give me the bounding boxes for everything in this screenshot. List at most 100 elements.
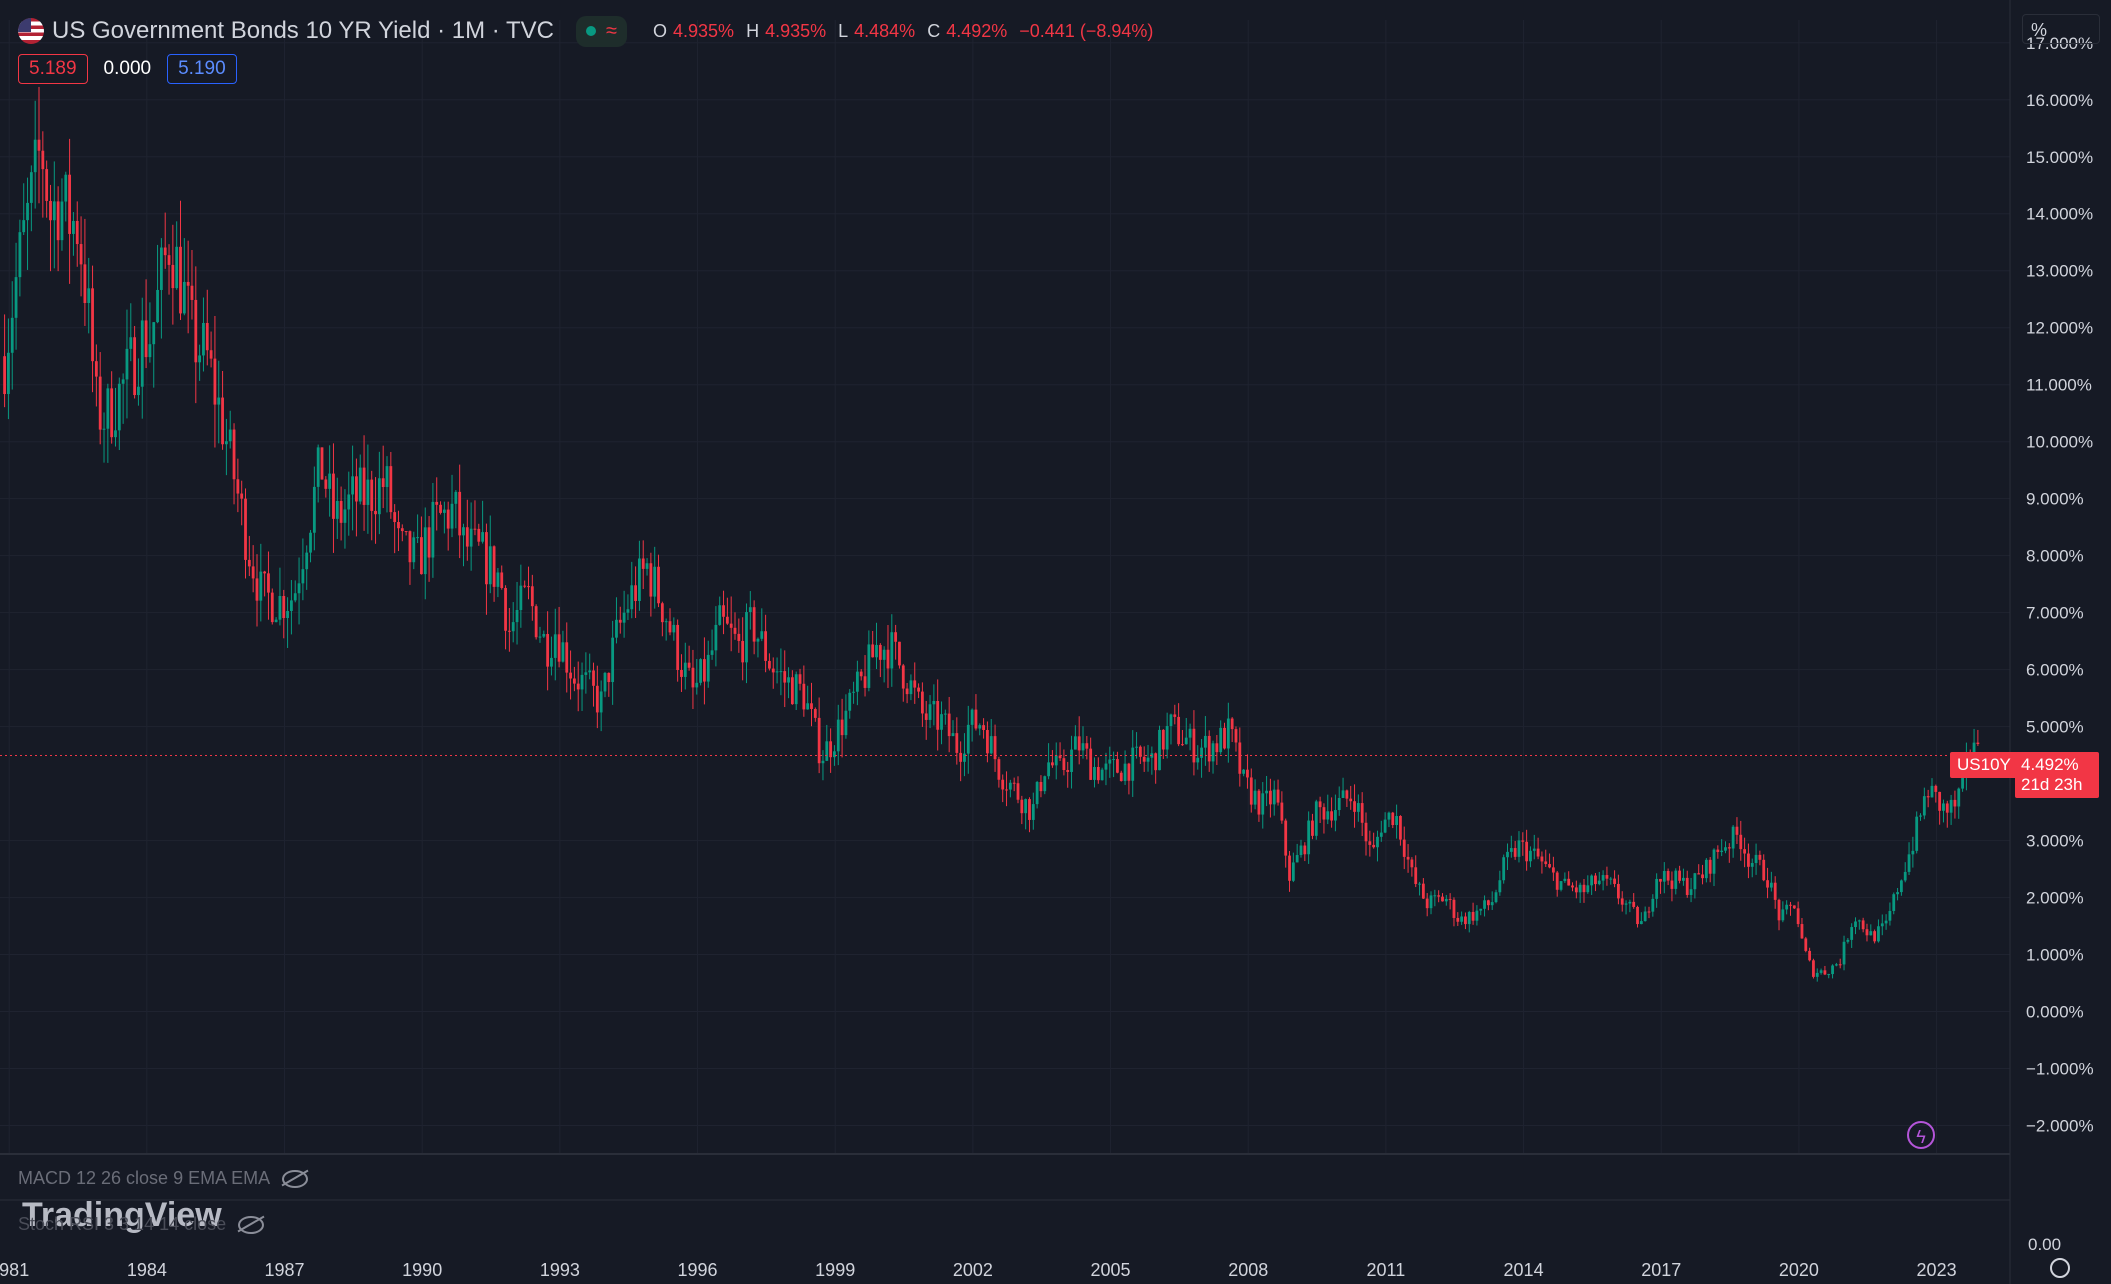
candle-body [1353, 801, 1356, 812]
symbol-title[interactable]: US Government Bonds 10 YR Yield · 1M · T… [52, 17, 554, 44]
candle-body [1873, 931, 1877, 942]
candle-body [1383, 819, 1387, 833]
candle-body [936, 700, 940, 730]
candle-body [228, 429, 232, 442]
candle-body [557, 634, 561, 662]
candle-body [1662, 870, 1666, 882]
candle-body [1341, 790, 1345, 799]
candle-body [1639, 921, 1643, 925]
candle-body [1441, 896, 1444, 902]
candle-body [515, 610, 519, 623]
buy-button[interactable]: 5.190 [167, 54, 237, 84]
candle-body [1169, 714, 1173, 727]
market-status-icon[interactable]: ≈ [576, 15, 627, 47]
candle-body [1559, 881, 1563, 890]
candle-body [733, 627, 737, 634]
candle-body [1246, 769, 1249, 778]
candle-body [569, 672, 572, 679]
candle-body [75, 220, 79, 245]
candle-body [1379, 832, 1383, 837]
y-tick-label: 7.000% [2026, 604, 2084, 623]
x-tick-label: 2005 [1091, 1260, 1131, 1280]
candle-body [232, 429, 236, 480]
candle-body [523, 585, 527, 587]
candle-body [1605, 875, 1609, 879]
candle-body [1460, 916, 1464, 922]
candle-body [1272, 789, 1276, 805]
candle-body [26, 202, 29, 221]
candle-body [714, 624, 718, 651]
eye-hidden-icon[interactable] [282, 1169, 309, 1188]
candle-body [630, 585, 634, 610]
candle-body [932, 700, 936, 705]
candle-body [1796, 908, 1800, 925]
candle-body [1586, 885, 1590, 893]
candle-body [1200, 747, 1203, 758]
candle-body [1892, 894, 1896, 911]
x-tick-label: 2002 [953, 1260, 993, 1280]
x-tick-label: 1999 [815, 1260, 855, 1280]
candle-body [1655, 878, 1659, 899]
candle-body [1808, 950, 1812, 961]
candle-body [87, 288, 91, 304]
candle-body [802, 683, 806, 710]
candle-body [1758, 854, 1762, 860]
y-tick-label: 16.000% [2026, 91, 2093, 110]
candle-body [1020, 799, 1024, 814]
candle-body [668, 621, 672, 633]
candle-body [79, 244, 83, 265]
candle-body [1915, 816, 1919, 851]
candle-body [420, 537, 423, 575]
candle-body [1704, 859, 1708, 879]
candle-body [1972, 742, 1976, 757]
lightning-icon[interactable]: ϟ [1907, 1121, 1935, 1149]
candle-body [1716, 849, 1720, 853]
candle-body [1777, 899, 1781, 921]
candle-body [974, 709, 978, 729]
candle-body [1815, 972, 1819, 977]
candle-body [844, 710, 848, 736]
candle-body [1548, 864, 1551, 868]
macd-indicator-label[interactable]: MACD 12 26 close 9 EMA EMA [18, 1168, 309, 1189]
candle-body [607, 672, 611, 683]
candle-body [1785, 904, 1789, 910]
candle-body [1096, 766, 1100, 781]
candle-body [110, 388, 114, 438]
candle-body [901, 665, 905, 689]
candle-body [1039, 781, 1043, 792]
candle-body [1012, 782, 1016, 784]
candle-body [611, 637, 615, 683]
candle-body [1051, 762, 1054, 766]
candle-body [1372, 844, 1376, 848]
settings-icon[interactable] [2050, 1258, 2070, 1278]
x-tick-label: 2023 [1917, 1260, 1957, 1280]
candle-body [56, 201, 60, 241]
candle-body [1211, 743, 1215, 762]
candle-body [592, 670, 595, 686]
candle-body [1391, 812, 1395, 826]
candle-body [49, 200, 52, 221]
candle-body [691, 667, 695, 688]
candle-body [1001, 779, 1005, 790]
stoch-rsi-indicator-label[interactable]: Stoch RSI 3 3 14 14 close [18, 1214, 265, 1235]
candle-body [1502, 857, 1506, 881]
sell-button[interactable]: 5.189 [18, 54, 88, 84]
tradingview-logo: TradingView [22, 1196, 222, 1234]
candle-body [1131, 747, 1135, 781]
candle-body [1666, 870, 1670, 881]
candle-body [171, 264, 175, 289]
candle-body [496, 572, 500, 587]
candle-body [1724, 847, 1727, 851]
candle-body [1334, 810, 1337, 821]
candle-body [1318, 801, 1322, 808]
candle-body [1165, 726, 1169, 750]
candle-body [114, 430, 117, 438]
candle-body [775, 671, 779, 673]
candle-body [1865, 929, 1869, 936]
scale-mode-button[interactable]: % [2022, 14, 2100, 44]
candle-body [1008, 782, 1012, 790]
candle-body [588, 670, 592, 673]
eye-hidden-icon[interactable] [238, 1215, 265, 1234]
candle-body [1192, 728, 1196, 763]
